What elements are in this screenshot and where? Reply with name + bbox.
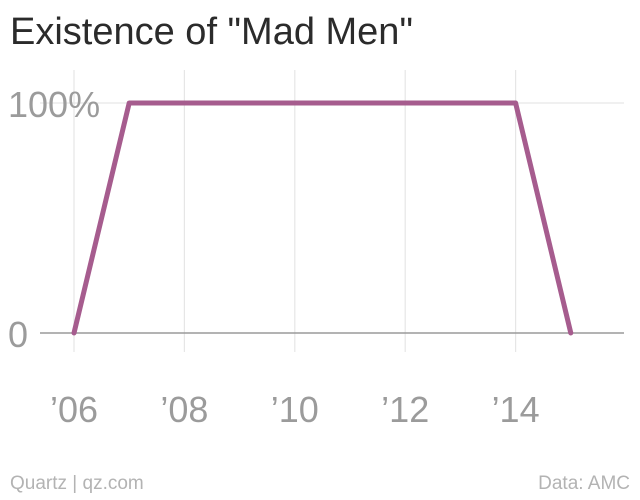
y-tick-label: 100%: [8, 84, 100, 125]
x-tick-label: ’12: [381, 389, 429, 430]
x-tick-label: ’14: [492, 389, 540, 430]
label-layer: 0 100% ’06 ’08 ’10 ’12 ’14: [8, 84, 540, 430]
series-layer: [71, 100, 574, 336]
y-tick-label: 0: [8, 314, 28, 355]
series-line: [71, 100, 574, 336]
chart-title: Existence of "Mad Men": [10, 11, 413, 53]
data-source: Data: AMC: [538, 473, 630, 494]
x-tick-label: ’08: [160, 389, 208, 430]
source-credit: Quartz | qz.com: [10, 473, 144, 494]
x-tick-label: ’06: [50, 389, 98, 430]
x-tick-label: ’10: [271, 389, 319, 430]
